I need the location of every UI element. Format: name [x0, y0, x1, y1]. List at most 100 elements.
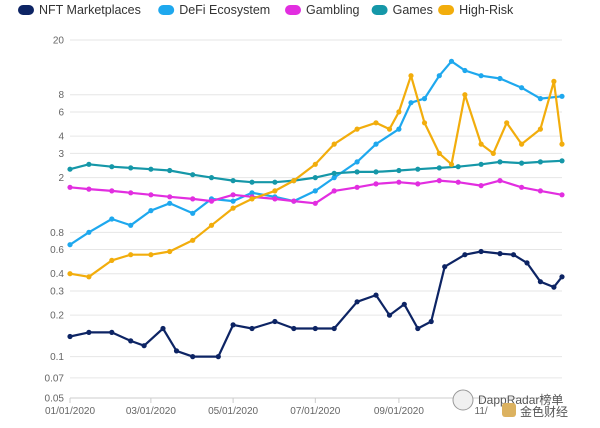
data-point[interactable]	[559, 274, 565, 280]
data-point[interactable]	[148, 192, 154, 198]
data-point[interactable]	[208, 222, 215, 228]
data-point[interactable]	[559, 192, 565, 198]
data-point[interactable]	[148, 252, 154, 258]
data-point[interactable]	[497, 159, 503, 165]
data-point[interactable]	[86, 274, 92, 280]
data-point[interactable]	[128, 338, 134, 344]
data-point[interactable]	[537, 96, 544, 102]
data-point[interactable]	[215, 354, 221, 360]
data-point[interactable]	[208, 198, 215, 204]
data-point[interactable]	[272, 318, 278, 325]
data-point[interactable]	[519, 160, 525, 166]
data-point[interactable]	[519, 85, 525, 91]
data-point[interactable]	[448, 161, 455, 167]
legend-item[interactable]: High-Risk	[438, 3, 514, 17]
data-point[interactable]	[109, 216, 115, 222]
data-point[interactable]	[67, 271, 73, 277]
data-point[interactable]	[109, 188, 115, 194]
data-point[interactable]	[415, 166, 421, 172]
data-point[interactable]	[86, 229, 92, 235]
data-point[interactable]	[272, 196, 278, 202]
data-point[interactable]	[497, 75, 503, 82]
data-point[interactable]	[497, 178, 503, 184]
data-point[interactable]	[230, 198, 236, 204]
data-point[interactable]	[249, 325, 255, 332]
data-point[interactable]	[190, 210, 196, 216]
data-point[interactable]	[291, 198, 297, 204]
data-point[interactable]	[401, 301, 407, 307]
data-point[interactable]	[272, 179, 278, 185]
data-point[interactable]	[448, 58, 455, 64]
data-point[interactable]	[537, 159, 544, 165]
data-point[interactable]	[415, 325, 421, 332]
data-point[interactable]	[312, 161, 318, 167]
data-point[interactable]	[462, 92, 468, 98]
data-point[interactable]	[537, 279, 544, 285]
data-point[interactable]	[415, 181, 421, 187]
data-point[interactable]	[373, 181, 379, 187]
legend-item[interactable]: Gambling	[285, 3, 360, 17]
data-point[interactable]	[373, 292, 379, 298]
data-point[interactable]	[67, 166, 73, 172]
data-point[interactable]	[128, 165, 134, 171]
data-point[interactable]	[455, 164, 461, 170]
data-point[interactable]	[408, 100, 414, 106]
data-point[interactable]	[386, 312, 393, 318]
data-point[interactable]	[148, 166, 154, 172]
data-point[interactable]	[519, 141, 525, 147]
data-point[interactable]	[208, 175, 215, 181]
data-point[interactable]	[428, 318, 434, 325]
data-point[interactable]	[373, 141, 379, 147]
data-point[interactable]	[331, 175, 337, 181]
data-point[interactable]	[478, 183, 484, 189]
data-point[interactable]	[510, 252, 517, 258]
data-point[interactable]	[86, 329, 92, 335]
data-point[interactable]	[173, 348, 180, 354]
data-point[interactable]	[490, 150, 496, 156]
data-point[interactable]	[190, 172, 196, 178]
data-point[interactable]	[436, 73, 442, 79]
data-point[interactable]	[478, 73, 484, 79]
data-point[interactable]	[67, 242, 73, 248]
data-point[interactable]	[167, 167, 173, 174]
data-point[interactable]	[190, 196, 196, 202]
data-point[interactable]	[537, 126, 544, 132]
data-point[interactable]	[354, 126, 360, 132]
data-point[interactable]	[537, 188, 544, 194]
data-point[interactable]	[354, 159, 360, 165]
data-point[interactable]	[190, 237, 196, 243]
data-point[interactable]	[190, 354, 196, 360]
legend-item[interactable]: NFT Marketplaces	[18, 3, 141, 17]
data-point[interactable]	[249, 196, 255, 202]
data-point[interactable]	[551, 284, 557, 290]
data-point[interactable]	[291, 178, 297, 184]
data-point[interactable]	[396, 126, 402, 132]
data-point[interactable]	[312, 175, 318, 181]
data-point[interactable]	[331, 141, 337, 147]
legend-item[interactable]: Games	[371, 3, 433, 17]
data-point[interactable]	[167, 248, 173, 255]
data-point[interactable]	[230, 192, 236, 198]
data-point[interactable]	[396, 109, 402, 115]
data-point[interactable]	[478, 141, 484, 147]
data-point[interactable]	[373, 120, 379, 126]
data-point[interactable]	[354, 184, 360, 190]
data-point[interactable]	[109, 329, 115, 335]
data-point[interactable]	[497, 251, 503, 257]
data-point[interactable]	[272, 188, 278, 194]
data-point[interactable]	[478, 248, 484, 255]
data-point[interactable]	[331, 188, 337, 194]
data-point[interactable]	[421, 96, 428, 102]
data-point[interactable]	[455, 179, 461, 185]
data-point[interactable]	[86, 186, 92, 192]
data-point[interactable]	[109, 164, 115, 170]
data-point[interactable]	[141, 343, 147, 349]
data-point[interactable]	[128, 190, 134, 196]
data-point[interactable]	[396, 167, 402, 174]
data-point[interactable]	[128, 252, 134, 258]
data-point[interactable]	[67, 333, 73, 340]
data-point[interactable]	[109, 257, 115, 263]
data-point[interactable]	[386, 126, 393, 132]
data-point[interactable]	[436, 150, 442, 156]
data-point[interactable]	[436, 178, 442, 184]
